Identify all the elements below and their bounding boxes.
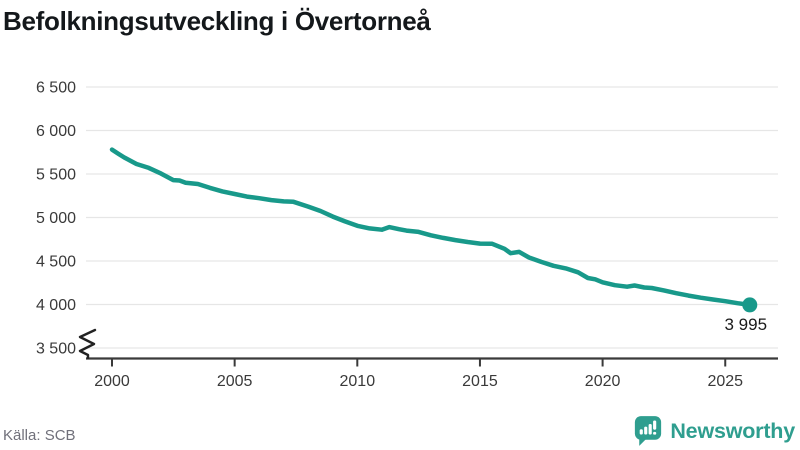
x-tick-label: 2005: [217, 373, 253, 390]
end-point-marker: [742, 297, 758, 313]
x-tick-label: 2020: [585, 373, 621, 390]
source-label: Källa: SCB: [3, 427, 76, 444]
y-tick-label: 6 000: [36, 123, 76, 140]
x-tick-label: 2015: [462, 373, 498, 390]
x-tick-label: 2000: [94, 373, 130, 390]
population-line: [109, 147, 753, 308]
x-tick-label: 2010: [340, 373, 376, 390]
y-tick-label: 4 000: [36, 297, 76, 314]
axis-break-icon: [78, 328, 97, 360]
y-tick-label: 3 500: [36, 341, 76, 358]
y-tick-label: 6 500: [36, 80, 76, 97]
newsworthy-logo[interactable]: Newsworthy: [634, 415, 795, 447]
newsworthy-logo-icon: [635, 416, 662, 446]
y-tick-label: 5 000: [36, 210, 76, 227]
y-tick-label: 5 500: [36, 167, 76, 184]
x-tick-label: 2025: [707, 373, 743, 390]
end-point-label: 3 995: [725, 315, 768, 334]
chart-title: Befolkningsutveckling i Övertorneå: [3, 6, 431, 36]
newsworthy-logo-text: Newsworthy: [670, 418, 795, 443]
y-tick-label: 4 500: [36, 254, 76, 271]
